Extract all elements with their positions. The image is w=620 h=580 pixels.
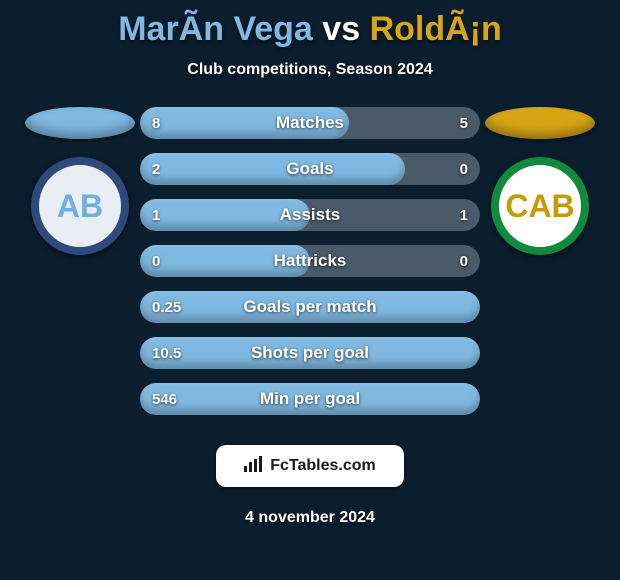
stat-row: 0.25Goals per match bbox=[140, 291, 480, 323]
stat-left-value: 10.5 bbox=[152, 337, 181, 369]
player1-name: MarÃn Vega bbox=[118, 10, 313, 48]
stat-bars: 8Matches5 2Goals0 1Assists1 0Hattricks0 0.25… bbox=[140, 107, 480, 415]
fctables-logo: FcTables.com bbox=[216, 445, 404, 487]
stat-left-value: 0.25 bbox=[152, 291, 181, 323]
left-side: AB bbox=[20, 107, 140, 255]
stat-row: 546Min per goal bbox=[140, 383, 480, 415]
stat-row: 2Goals0 bbox=[140, 153, 480, 185]
stat-right-value: 1 bbox=[460, 199, 468, 231]
player1-crest-text: AB bbox=[57, 188, 103, 225]
player1-ellipse bbox=[25, 107, 135, 139]
bar-fill bbox=[140, 291, 480, 323]
bar-fill bbox=[140, 107, 349, 139]
bar-fill bbox=[140, 245, 310, 277]
main-row: AB 8Matches52Goals01Assists10Hattricks00… bbox=[0, 107, 620, 415]
stat-left-value: 1 bbox=[152, 199, 160, 231]
player2-name: RoldÃ¡n bbox=[370, 10, 502, 48]
player1-crest: AB bbox=[31, 157, 129, 255]
vs-separator: vs bbox=[322, 10, 360, 48]
logo-text: FcTables.com bbox=[270, 457, 376, 475]
stat-right-value: 5 bbox=[460, 107, 468, 139]
stat-left-value: 8 bbox=[152, 107, 160, 139]
stat-row: 1Assists1 bbox=[140, 199, 480, 231]
player2-crest: CAB bbox=[491, 157, 589, 255]
bar-fill bbox=[140, 153, 405, 185]
chart-icon bbox=[244, 456, 264, 477]
player2-ellipse bbox=[485, 107, 595, 139]
stat-left-value: 2 bbox=[152, 153, 160, 185]
page-title: MarÃn Vega vs RoldÃ¡n bbox=[118, 10, 502, 49]
date-label: 4 november 2024 bbox=[245, 509, 375, 527]
stat-row: 8Matches5 bbox=[140, 107, 480, 139]
bar-fill bbox=[140, 199, 310, 231]
stat-row: 10.5Shots per goal bbox=[140, 337, 480, 369]
stat-row: 0Hattricks0 bbox=[140, 245, 480, 277]
right-side: CAB bbox=[480, 107, 600, 255]
bar-fill bbox=[140, 337, 480, 369]
stat-right-value: 0 bbox=[460, 153, 468, 185]
comparison-card: MarÃn Vega vs RoldÃ¡n Club competitions,… bbox=[0, 0, 620, 580]
player2-crest-text: CAB bbox=[505, 188, 574, 225]
stat-right-value: 0 bbox=[460, 245, 468, 277]
stat-left-value: 0 bbox=[152, 245, 160, 277]
subtitle: Club competitions, Season 2024 bbox=[187, 61, 432, 79]
stat-left-value: 546 bbox=[152, 383, 177, 415]
bar-fill bbox=[140, 383, 480, 415]
